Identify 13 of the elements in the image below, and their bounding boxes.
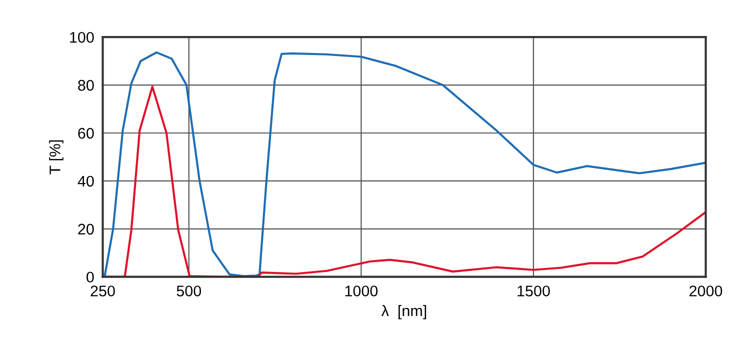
y-tick-label: 60	[78, 128, 94, 139]
y-axis-title: T [%]	[49, 140, 64, 174]
x-tick-label: 1000	[345, 286, 378, 296]
x-tick-label: 2000	[690, 286, 722, 296]
x-axis-title: λ [nm]	[381, 304, 426, 320]
x-tick-label: 250	[90, 286, 115, 296]
y-tick-label: 0	[86, 272, 94, 283]
y-tick-label: 100	[70, 32, 94, 43]
x-tick-label: 1500	[518, 286, 550, 296]
y-tick-label: 40	[78, 176, 94, 187]
y-tick-label: 20	[78, 224, 94, 235]
x-tick-label: 500	[176, 286, 202, 296]
y-tick-label: 80	[78, 80, 94, 91]
